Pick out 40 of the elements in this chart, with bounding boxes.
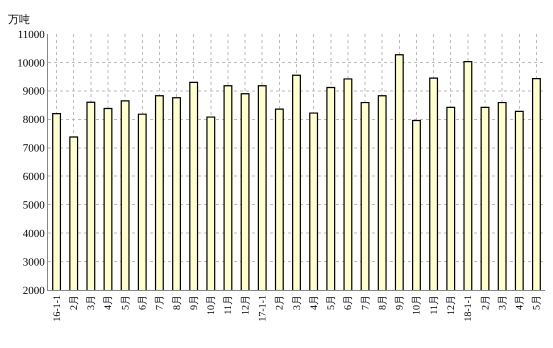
x-tick-label: 6月 bbox=[343, 295, 354, 310]
x-tick-label: 5月 bbox=[120, 295, 132, 310]
y-tick-label: 2000 bbox=[22, 284, 46, 297]
x-tick-label: 2月 bbox=[68, 295, 80, 310]
x-tick-label: 18-1-1 bbox=[463, 295, 474, 322]
x-tick-label: 17-1-1 bbox=[257, 295, 268, 322]
x-tick-label: 5月 bbox=[326, 295, 338, 310]
x-tick-label: 11月 bbox=[428, 295, 440, 315]
y-tick-label: 7000 bbox=[22, 142, 46, 155]
x-tick-label: 4月 bbox=[103, 295, 114, 310]
x-tick-label: 2月 bbox=[274, 295, 286, 310]
x-tick-label: 8月 bbox=[377, 295, 388, 310]
x-tick-label: 10月 bbox=[412, 295, 423, 315]
x-tick-label: 9月 bbox=[188, 295, 200, 310]
x-tick-label: 12月 bbox=[446, 295, 457, 315]
x-tick-label: 4月 bbox=[308, 295, 320, 310]
x-tick-label: 11月 bbox=[223, 295, 234, 315]
x-tick-label: 3月 bbox=[497, 295, 508, 310]
y-tick-label: 10000 bbox=[17, 57, 46, 70]
x-tick-label: 7月 bbox=[154, 295, 166, 310]
y-tick-label: 4000 bbox=[22, 228, 46, 240]
y-tick-label: 9000 bbox=[22, 86, 46, 98]
x-tick-label: 8月 bbox=[172, 295, 183, 310]
x-tick-label: 4月 bbox=[514, 295, 526, 310]
x-tick-label: 3月 bbox=[86, 295, 98, 310]
y-tick-label: 11000 bbox=[18, 28, 46, 41]
x-tick-label: 9月 bbox=[394, 295, 406, 310]
x-tick-label: 12月 bbox=[240, 295, 252, 315]
y-axis-title: 万吨 bbox=[8, 13, 30, 26]
x-tick-label: 5月 bbox=[532, 295, 543, 310]
x-tick-label: 16-1-1 bbox=[52, 295, 63, 322]
y-tick-label: 6000 bbox=[22, 171, 46, 184]
x-tick-label: 10月 bbox=[206, 295, 218, 315]
x-tick-label: 2月 bbox=[480, 295, 492, 310]
y-tick-label: 8000 bbox=[22, 114, 46, 126]
x-tick-label: 3月 bbox=[292, 295, 303, 310]
x-tick-label: 6月 bbox=[138, 295, 149, 310]
x-tick-label: 7月 bbox=[360, 295, 372, 310]
y-tick-label: 3000 bbox=[22, 256, 46, 268]
y-tick-label: 5000 bbox=[22, 200, 46, 212]
